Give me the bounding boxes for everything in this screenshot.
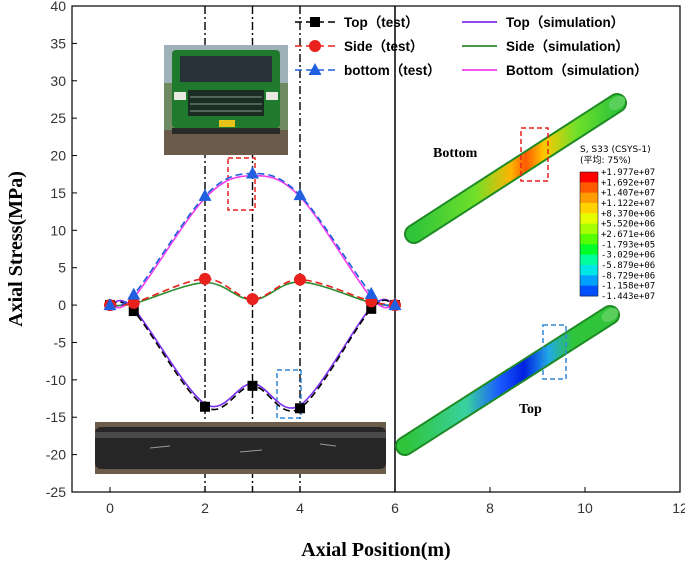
axis-ticks: 40 35 30 25 20 15 10 5 0 -5 -10 -15 -20 -25 0 2 4 6 8 10 12: [46, 0, 685, 516]
marker-circle: [246, 293, 259, 306]
colorbar-label: -1.793e+05: [601, 240, 655, 250]
colorbar-swatch: [580, 172, 598, 183]
sim-top-label: Top: [519, 402, 542, 417]
y-tick-label: -15: [46, 409, 66, 425]
y-tick-label: 5: [58, 260, 66, 276]
colorbar-label: +8.370e+06: [601, 209, 655, 219]
colorbar-swatch: [580, 234, 598, 245]
legend-label: Top（test）: [344, 15, 419, 30]
marker-square: [128, 306, 139, 317]
x-tick-label: 8: [486, 500, 494, 516]
colorbar-swatch: [580, 285, 598, 297]
x-tick-label: 0: [106, 500, 114, 516]
y-tick-label: -20: [46, 447, 66, 463]
colorbar-label: +2.671e+06: [601, 230, 655, 240]
y-tick-label: -5: [54, 334, 67, 350]
pipe-photo: [95, 422, 386, 474]
legend-label: Side（simulation）: [506, 39, 629, 54]
marker-triangle: [198, 188, 212, 201]
highlight-box-bottom: [227, 157, 256, 211]
marker-circle: [127, 296, 140, 309]
truck-photo: [164, 45, 288, 155]
y-tick-label: 15: [50, 185, 66, 201]
legend-label: Top（simulation）: [506, 15, 624, 30]
colorbar-label: -3.029e+06: [601, 251, 655, 261]
y-tick-label: 10: [50, 222, 66, 238]
marker-triangle: [103, 298, 117, 311]
colorbar-swatch: [580, 275, 598, 287]
marker-circle: [309, 40, 321, 52]
sim-highlight-top: [542, 324, 567, 380]
sim-top-pipe: [395, 305, 620, 456]
colorbar-swatch: [580, 265, 598, 276]
sim-bottom-label: Bottom: [433, 146, 478, 161]
y-axis-title: Axial Stress(MPa): [5, 171, 27, 327]
colorbar-swatch: [580, 203, 598, 214]
colorbar-label: -5.879e+06: [601, 261, 655, 271]
colorbar-swatch: [580, 254, 598, 266]
x-tick-label: 4: [296, 500, 304, 516]
y-tick-label: 25: [50, 110, 66, 126]
colorbar-header-2: (平均: 75%): [580, 154, 631, 166]
y-tick-label: 20: [50, 148, 66, 164]
legend-label: bottom（test）: [344, 63, 441, 78]
marker-triangle: [127, 287, 141, 300]
legend-label: Side（test）: [344, 39, 424, 54]
sim-bottom-pipe: [404, 93, 627, 244]
colorbar-swatch: [580, 213, 598, 225]
x-axis-title: Axial Position(m): [301, 539, 450, 561]
colorbar-label: -1.443e+07: [601, 292, 655, 302]
legend: Top（test） Side（test） bottom（test） Top（simul…: [295, 15, 648, 78]
marker-circle: [199, 272, 211, 285]
colorbar-header-1: S, S33 (CSYS-1): [580, 145, 651, 155]
y-tick-label: 30: [50, 73, 66, 89]
colorbar-frame: [579, 171, 599, 297]
colorbar-swatch: [580, 182, 598, 194]
marker-triangle: [308, 63, 322, 75]
marker-triangle: [246, 166, 259, 179]
colorbar-swatch: [580, 192, 598, 204]
marker-triangle: [364, 286, 378, 299]
marker-square: [310, 17, 320, 27]
plot-frame: [71, 5, 681, 493]
x-tick-label: 12: [672, 500, 685, 516]
colorbar-label: +1.692e+07: [601, 178, 655, 188]
marker-square: [200, 401, 210, 412]
y-tick-label: 35: [50, 35, 66, 51]
marker-triangle: [388, 298, 402, 311]
series-markers: [103, 166, 402, 414]
y-tick-label: 40: [50, 0, 66, 14]
marker-circle: [294, 273, 306, 286]
colorbar-label: -8.729e+06: [601, 271, 655, 281]
colorbar-swatch: [580, 223, 598, 235]
marker-square: [295, 403, 305, 414]
colorbar-label: +1.977e+07: [601, 168, 655, 178]
x-tick-label: 6: [391, 500, 399, 516]
x-tick-label: 2: [201, 500, 209, 516]
marker-square: [366, 303, 377, 314]
marker-triangle: [293, 188, 307, 201]
y-tick-label: -10: [46, 372, 66, 388]
colorbar-label: +1.407e+07: [601, 189, 655, 199]
legend-label: Bottom（simulation）: [506, 63, 648, 78]
colorbar-label: +1.122e+07: [601, 199, 655, 209]
colorbar: +1.977e+07+1.692e+07+1.407e+07+1.122e+07…: [579, 168, 655, 302]
colorbar-swatch: [580, 244, 598, 256]
colorbar-label: -1.158e+07: [601, 282, 655, 292]
highlight-box-top: [276, 369, 302, 419]
y-tick-label: -25: [46, 484, 66, 500]
y-tick-label: 0: [58, 297, 66, 313]
marker-square: [247, 380, 258, 391]
x-tick-label: 10: [577, 500, 593, 516]
colorbar-label: +5.520e+06: [601, 220, 655, 230]
